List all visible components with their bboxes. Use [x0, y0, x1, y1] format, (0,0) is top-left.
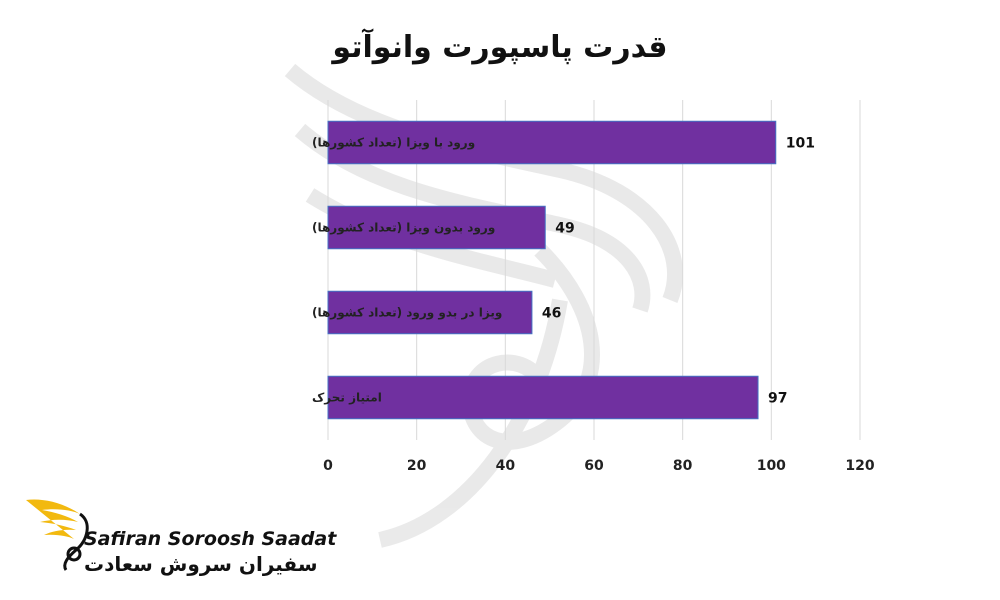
x-tick-label: 120 [845, 458, 874, 474]
category-label: ورود بدون ویزا (تعداد کشورها) [312, 221, 495, 236]
data-label: 46 [542, 306, 561, 322]
x-tick-label: 80 [673, 458, 693, 474]
bar [327, 120, 777, 165]
x-tick-label: 40 [496, 458, 516, 474]
brand-name-latin: Safiran Soroosh Saadat [84, 528, 337, 550]
brand-logo: Safiran Soroosh Saadat سفیران سروش سعادت [22, 492, 336, 582]
data-label: 97 [768, 391, 787, 407]
data-label: 49 [555, 221, 574, 237]
category-label: امتیاز تحرک [312, 391, 382, 405]
chart-title: قدرت پاسپورت وانوآتو [332, 30, 668, 65]
x-tick-label: 60 [584, 458, 604, 474]
brand-name-persian: سفیران سروش سعادت [84, 552, 318, 576]
bar [327, 375, 759, 420]
bar [327, 205, 546, 250]
x-tick-label: 0 [323, 458, 333, 474]
x-tick-label: 20 [407, 458, 427, 474]
data-label: 101 [786, 136, 815, 152]
category-label: ورود با ویزا (تعداد کشورها) [312, 136, 475, 151]
golden-wing-logo-icon [26, 499, 89, 571]
category-label: ویزا در بدو ورود (تعداد کشورها) [312, 306, 502, 321]
bar [327, 290, 533, 335]
x-tick-label: 100 [757, 458, 786, 474]
